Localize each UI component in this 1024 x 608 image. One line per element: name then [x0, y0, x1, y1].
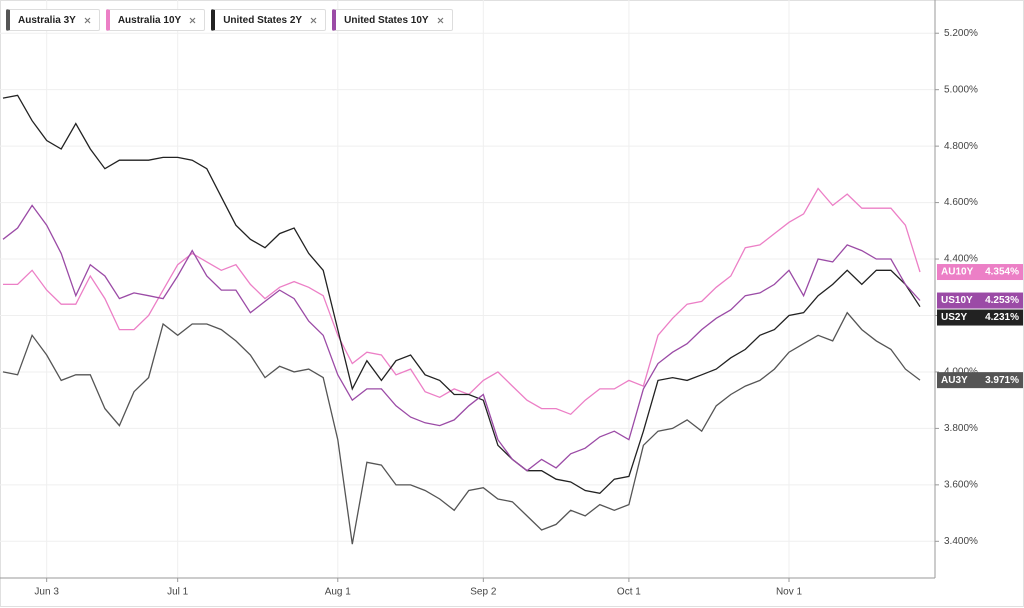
remove-icon[interactable] — [437, 17, 444, 24]
price-tag-name: US2Y — [941, 312, 967, 323]
x-tick-label: Jun 3 — [34, 587, 59, 598]
remove-icon[interactable] — [189, 17, 196, 24]
y-tick-label: 3.400% — [944, 536, 978, 547]
y-tick-label: 4.000% — [944, 367, 978, 378]
remove-icon-glyph — [84, 17, 91, 23]
series-line — [2, 204, 921, 472]
price-tag-name: AU10Y — [941, 267, 974, 278]
price-tag — [937, 292, 1023, 309]
remove-icon-glyph — [189, 17, 196, 23]
price-tag-name: US10Y — [941, 295, 973, 306]
legend-label: United States 2Y — [223, 14, 303, 26]
x-tick-label: Sep 2 — [470, 587, 497, 598]
series-line — [3, 187, 921, 416]
remove-icon-glyph — [310, 17, 317, 23]
price-tag-value: 4.253% — [985, 295, 1019, 306]
price-tag — [937, 264, 1023, 281]
price-tag-value: 4.354% — [985, 267, 1019, 278]
legend-item[interactable]: United States 10Y — [332, 9, 453, 31]
legend-item[interactable]: Australia 10Y — [105, 9, 206, 31]
series-line — [2, 311, 921, 545]
legend-item[interactable]: Australia 3Y — [6, 9, 100, 31]
legend-label: Australia 10Y — [117, 14, 182, 26]
remove-icon[interactable] — [84, 17, 91, 24]
price-tag-value: 4.231% — [985, 312, 1019, 323]
y-tick-label: 3.800% — [944, 423, 978, 434]
remove-icon[interactable] — [310, 17, 317, 24]
price-tag — [937, 309, 1023, 326]
remove-icon-glyph — [437, 17, 444, 23]
y-tick-label: 4.600% — [944, 197, 978, 208]
legend-label: Australia 3Y — [18, 14, 76, 26]
series-line — [2, 94, 921, 495]
legend-item[interactable]: United States 2Y — [211, 9, 327, 31]
x-tick-label: Nov 1 — [776, 587, 803, 598]
y-tick-label: 4.400% — [944, 254, 978, 265]
legend: Australia 3Y Australia 10Y United States 2… — [6, 9, 453, 31]
price-tag-name: AU3Y — [941, 375, 968, 386]
price-tag — [937, 372, 1023, 389]
y-tick-label: 4.800% — [944, 141, 978, 152]
x-tick-label: Aug 1 — [325, 587, 352, 598]
x-tick-label: Oct 1 — [617, 587, 641, 598]
y-tick-label: 5.200% — [944, 28, 978, 39]
y-tick-label: 3.600% — [944, 479, 978, 490]
price-tag-value: 3.971% — [985, 375, 1019, 386]
y-tick-label: 5.000% — [944, 84, 978, 95]
legend-label: United States 10Y — [344, 14, 429, 26]
x-tick-label: Jul 1 — [167, 587, 189, 598]
